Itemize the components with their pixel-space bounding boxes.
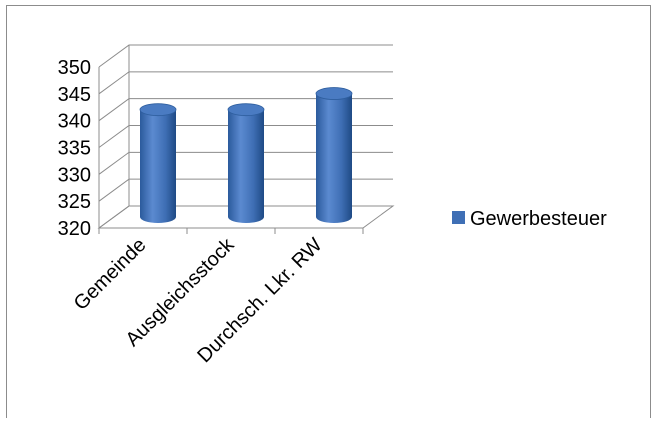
y-tick-label: 325 <box>58 191 91 213</box>
legend: Gewerbesteuer <box>452 208 607 230</box>
y-tick-label: 320 <box>58 218 91 240</box>
y-tick-label: 345 <box>58 84 91 106</box>
bar-body <box>228 109 264 223</box>
axes <box>97 45 395 234</box>
bar-top <box>139 103 177 117</box>
legend-label: Gewerbesteuer <box>470 208 607 230</box>
bar-top <box>227 103 265 117</box>
y-tick-label: 335 <box>58 138 91 160</box>
bar <box>227 103 265 223</box>
x-category-label: Gemeinde <box>70 234 151 315</box>
y-tick-label: 350 <box>58 57 91 79</box>
bars <box>139 87 353 223</box>
bar <box>139 103 177 223</box>
bar-body <box>140 109 176 223</box>
y-tick-label: 330 <box>58 164 91 186</box>
bar-top <box>315 87 353 100</box>
bar-body <box>316 93 352 223</box>
bar <box>315 87 353 223</box>
chart-frame <box>6 5 651 418</box>
legend-swatch <box>452 211 465 224</box>
y-tick-label: 340 <box>58 111 91 133</box>
labels: 320325330335340345350GemeindeAusgleichss… <box>58 57 327 367</box>
grid-line <box>98 44 393 68</box>
